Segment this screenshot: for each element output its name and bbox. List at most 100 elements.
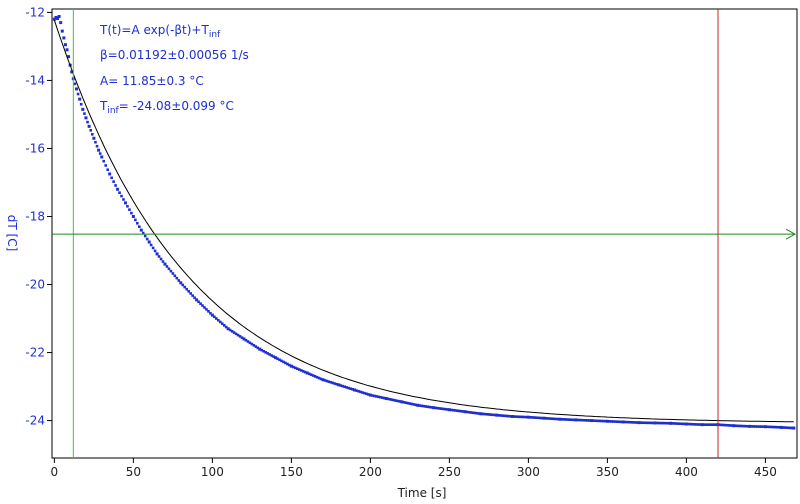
data-point [637,421,641,425]
data-point [651,421,655,425]
data-point [639,421,643,424]
data-point [270,354,273,357]
data-point [169,269,173,273]
data-point [110,176,113,180]
data-point [783,426,787,429]
data-point [779,425,783,429]
data-point [294,366,297,370]
data-point [726,424,730,427]
data-point [313,375,317,378]
data-point [702,423,706,426]
data-point [503,414,506,418]
data-point [600,419,603,423]
x-tick-label: 200 [359,465,382,479]
data-point [137,225,141,228]
data-point [760,425,763,428]
data-point [710,423,714,426]
data-point [89,129,93,132]
data-point [465,410,469,414]
plot-frame [51,8,798,459]
data-point [74,87,78,91]
data-point [661,421,664,425]
data-point [667,421,670,425]
data-point [683,422,686,426]
data-point [447,408,451,412]
data-point [647,421,651,425]
data-point [594,419,597,423]
data-point [307,372,311,376]
data-point [442,407,445,411]
data-point [331,381,335,385]
data-point [629,420,633,424]
data-point [155,252,159,256]
data-point [321,378,325,382]
data-point [157,255,161,258]
data-point [83,112,86,115]
data-point [217,318,220,322]
data-point [392,398,396,402]
data-point [230,329,234,333]
data-point [732,424,736,428]
data-point [659,421,663,425]
data-point [86,120,89,124]
data-point [187,290,190,293]
data-point [598,419,601,423]
data-point [213,315,216,319]
data-point [87,124,91,128]
data-point [777,426,781,429]
data-point [228,328,232,332]
y-axis: -24 -22 -20 -18 -16 -14 -12 [25,5,52,428]
data-point [489,413,493,416]
fit-beta: β=0.01192±0.00056 1/s [100,48,249,62]
data-point [574,418,578,422]
data-point [687,422,690,426]
data-point [558,417,562,421]
data-point [517,415,520,419]
data-point [430,406,433,409]
data-point [627,420,631,424]
data-point [276,357,279,361]
data-point [365,392,368,396]
data-point [382,396,386,400]
data-point [234,332,238,336]
data-point [296,367,299,371]
data-point [131,214,135,218]
data-point [544,417,548,420]
data-point [373,394,376,398]
data-point [615,420,619,423]
data-point [371,394,374,397]
data-point [691,422,694,426]
data-point [123,201,127,205]
data-point [440,407,443,410]
data-point [363,391,366,395]
data-point [246,340,250,343]
data-point [114,184,117,187]
data-point [596,419,599,423]
data-point [97,148,101,152]
data-point [750,425,753,428]
data-point [147,240,151,244]
data-point [412,403,416,406]
x-tick-label: 300 [517,465,540,479]
data-point [404,401,408,405]
data-point [54,16,58,20]
data-point [513,415,516,418]
data-point [420,404,424,408]
data-point [136,221,139,225]
data-point [454,409,457,412]
data-point [193,296,196,300]
data-point [410,402,414,406]
data-point [775,425,779,429]
data-point [402,401,406,404]
data-point [191,294,194,297]
data-point [108,172,112,176]
data-point [400,400,404,404]
data-point [153,249,157,253]
data-point [303,370,307,374]
data-point [422,404,426,408]
data-point [459,409,463,413]
data-point [179,281,183,285]
data-point [63,43,67,47]
data-point [163,262,167,266]
data-series [52,14,796,430]
